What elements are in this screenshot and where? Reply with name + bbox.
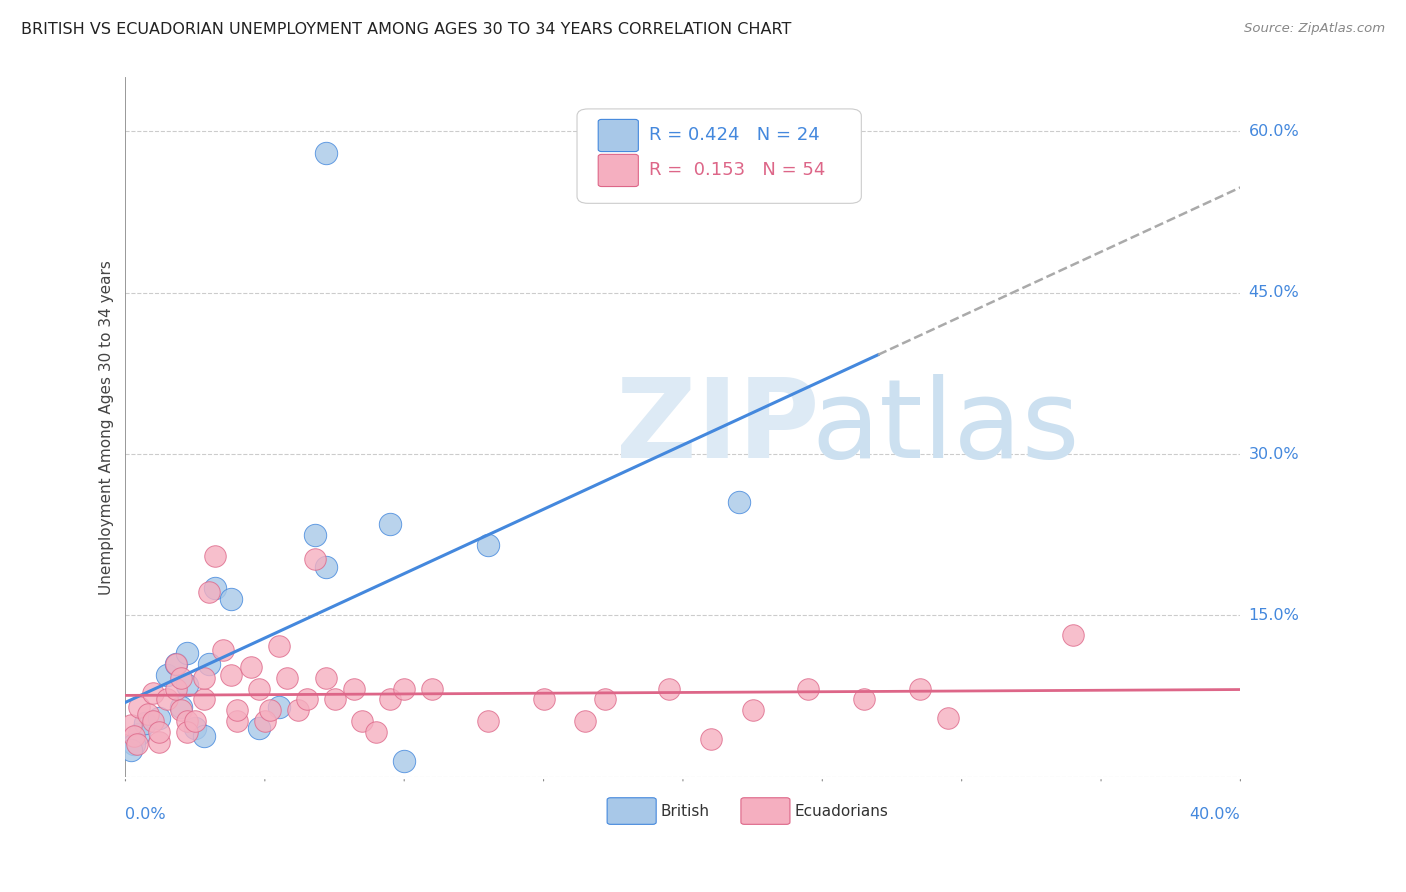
Point [184,722,207,736]
Text: 45.0%: 45.0% [1249,285,1299,300]
Point [148,710,170,724]
Point [148,724,170,739]
Point [176,724,198,739]
Point [122,738,145,752]
Point [148,735,170,749]
Point [128,699,150,714]
Point [477,538,499,552]
FancyBboxPatch shape [741,797,790,824]
Point [176,646,198,660]
Point [170,703,193,717]
Point [176,714,198,728]
Point [134,716,156,731]
Point [323,692,346,706]
Point [315,560,337,574]
Point [165,681,187,696]
Text: Ecuadorians: Ecuadorians [794,804,889,819]
Text: atlas: atlas [811,374,1080,481]
Point [221,592,243,607]
Point [142,686,165,700]
Text: ZIP: ZIP [616,374,820,481]
Point [193,671,215,685]
Point [226,703,249,717]
Point [204,549,226,564]
Point [122,729,145,743]
Point [184,714,207,728]
FancyBboxPatch shape [576,109,862,203]
Point [226,714,249,728]
Point [727,495,749,509]
Point [165,657,187,671]
Point [380,516,402,531]
Point [315,671,337,685]
Point [247,722,270,736]
Point [253,714,276,728]
Text: 40.0%: 40.0% [1189,807,1240,822]
Text: 0.0%: 0.0% [125,807,166,822]
Text: R =  0.153   N = 54: R = 0.153 N = 54 [650,161,825,179]
Point [128,727,150,741]
Point [392,681,415,696]
Point [156,692,179,706]
Point [120,743,142,757]
Point [352,714,374,728]
Point [343,681,366,696]
Point [204,582,226,596]
Text: BRITISH VS ECUADORIAN UNEMPLOYMENT AMONG AGES 30 TO 34 YEARS CORRELATION CHART: BRITISH VS ECUADORIAN UNEMPLOYMENT AMONG… [21,22,792,37]
FancyBboxPatch shape [598,120,638,152]
Text: R = 0.424   N = 24: R = 0.424 N = 24 [650,127,820,145]
Point [198,584,221,599]
Y-axis label: Unemployment Among Ages 30 to 34 years: Unemployment Among Ages 30 to 34 years [100,260,114,595]
Point [392,754,415,768]
FancyBboxPatch shape [607,797,657,824]
Point [259,703,281,717]
Point [136,707,159,722]
Point [142,714,165,728]
Point [295,692,318,706]
Text: Source: ZipAtlas.com: Source: ZipAtlas.com [1244,22,1385,36]
Point [315,145,337,160]
Point [380,692,402,706]
Point [170,671,193,685]
Point [267,699,290,714]
Text: 15.0%: 15.0% [1249,607,1299,623]
Point [304,527,326,541]
Point [658,681,681,696]
Point [212,642,235,657]
Point [193,729,215,743]
Point [276,671,298,685]
Point [221,667,243,681]
Point [853,692,876,706]
Point [908,681,931,696]
Point [156,667,179,681]
Point [287,703,309,717]
Point [1062,628,1084,642]
Point [267,639,290,653]
Point [477,714,499,728]
Point [533,692,555,706]
Point [176,678,198,692]
Point [741,703,763,717]
Point [593,692,616,706]
Point [125,738,148,752]
Point [936,710,959,724]
Text: British: British [661,804,710,819]
Point [239,660,262,674]
Text: 30.0%: 30.0% [1249,447,1299,461]
Point [366,724,388,739]
Point [198,657,221,671]
FancyBboxPatch shape [598,154,638,186]
Text: 60.0%: 60.0% [1249,124,1299,139]
Point [170,699,193,714]
Point [247,681,270,696]
Point [304,552,326,566]
Point [120,718,142,732]
Point [574,714,596,728]
Point [193,692,215,706]
Point [797,681,820,696]
Point [420,681,443,696]
Point [165,657,187,671]
Point [700,732,723,747]
